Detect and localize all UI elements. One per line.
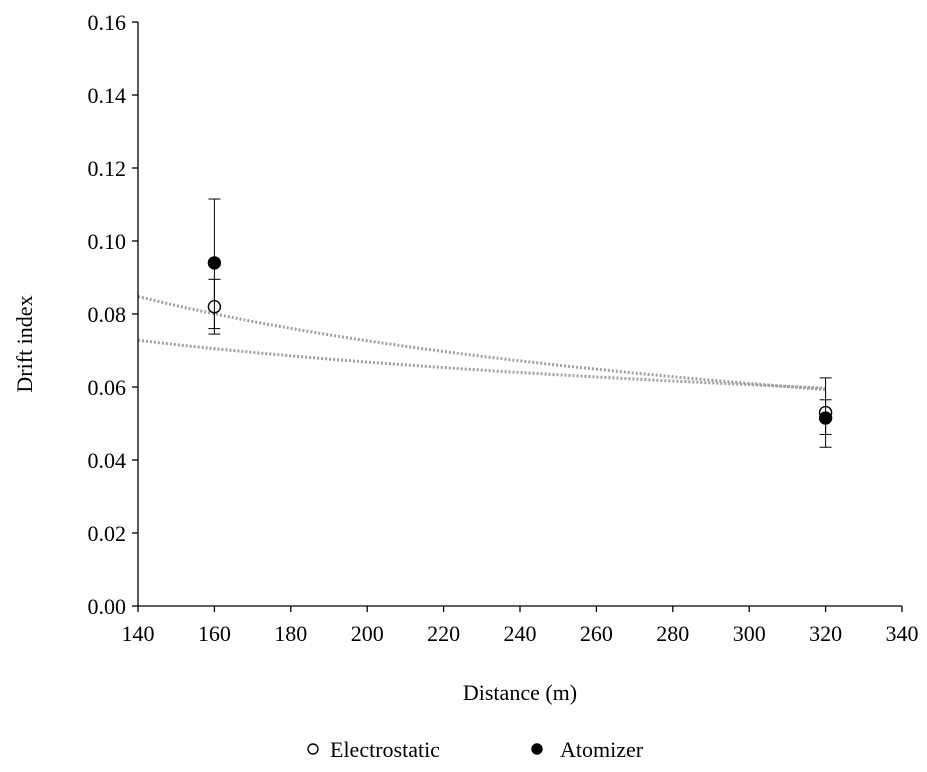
x-tick-label: 200 (351, 621, 384, 646)
x-tick-label: 300 (733, 621, 766, 646)
y-axis-title: Drift index (12, 295, 37, 392)
legend-label-atomizer: Atomizer (560, 737, 644, 762)
y-tick-label: 0.10 (88, 229, 127, 254)
x-tick-label: 220 (427, 621, 460, 646)
x-tick-label: 340 (886, 621, 919, 646)
x-tick-label: 260 (580, 621, 613, 646)
data-point-atomizer (818, 411, 833, 425)
trendline-atomizer (137, 338, 826, 390)
axes: 0.00 0.02 0.04 0.06 0.08 0.10 0.12 0.14 0.16 140 1… (88, 10, 919, 646)
y-tick-label: 0.16 (88, 10, 127, 35)
legend: Electrostatic Atomizer (307, 737, 644, 762)
y-tick-label: 0.04 (88, 448, 127, 473)
y-tick-label: 0.12 (88, 156, 127, 181)
legend-marker-electrostatic (307, 743, 319, 755)
trendline-electrostatic (137, 295, 826, 392)
y-tick-label: 0.14 (88, 83, 127, 108)
x-axis-title: Distance (m) (463, 680, 577, 705)
y-tick-label: 0.02 (88, 521, 127, 546)
x-tick-label: 280 (656, 621, 689, 646)
trendlines (137, 295, 826, 392)
y-tick-label: 0.00 (88, 594, 127, 619)
y-tick-label: 0.08 (88, 302, 127, 327)
x-tick-label: 240 (504, 621, 537, 646)
data-point-atomizer (207, 256, 222, 270)
legend-marker-atomizer (531, 743, 543, 755)
y-tick-label: 0.06 (88, 375, 127, 400)
x-tick-label: 180 (274, 621, 307, 646)
data-points (207, 198, 833, 448)
legend-label-electrostatic: Electrostatic (330, 737, 440, 762)
x-tick-label: 320 (809, 621, 842, 646)
x-tick-label: 140 (122, 621, 155, 646)
x-tick-label: 160 (198, 621, 231, 646)
